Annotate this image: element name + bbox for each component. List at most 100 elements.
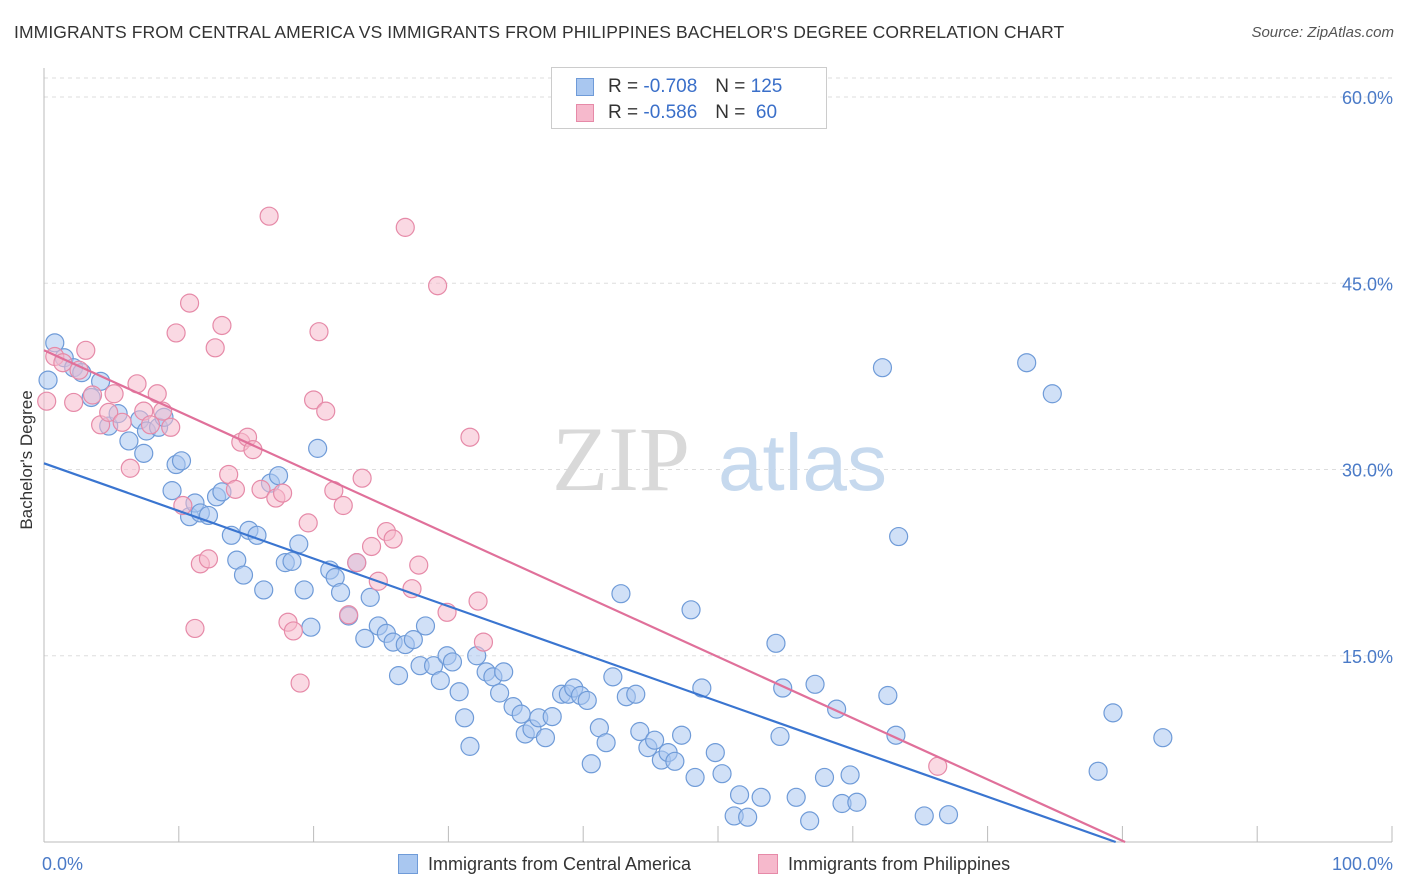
data-point: [82, 385, 103, 405]
data-point: [511, 704, 531, 724]
data-point: [442, 652, 463, 672]
data-point: [428, 276, 448, 296]
trend-line: [43, 462, 1117, 844]
legend-swatch-blue: [576, 78, 594, 96]
data-point: [403, 630, 423, 650]
data-point: [339, 605, 359, 625]
data-point: [577, 690, 597, 711]
data-point: [259, 206, 279, 226]
data-point: [294, 580, 314, 600]
legend-row-central-america: R = -0.708 N = 125: [576, 75, 782, 99]
data-point: [430, 670, 450, 691]
data-point: [268, 466, 289, 486]
data-point: [494, 662, 514, 682]
data-point: [283, 621, 303, 641]
data-point: [316, 401, 336, 421]
data-point: [304, 390, 324, 410]
data-point: [1153, 728, 1173, 748]
data-point: [119, 431, 139, 451]
y-tick-label: 60.0%: [1342, 88, 1393, 108]
data-point: [198, 549, 219, 569]
data-point: [611, 584, 631, 604]
data-point: [38, 370, 58, 390]
data-point: [1103, 703, 1123, 723]
data-point: [712, 764, 732, 784]
data-point: [685, 767, 705, 788]
data-point: [827, 699, 847, 719]
bottom-legend-label: Immigrants from Central America: [428, 853, 692, 874]
data-point: [786, 787, 806, 807]
data-point: [581, 754, 601, 774]
y-tick-label: 45.0%: [1342, 274, 1393, 294]
y-axis-label: Bachelor's Degree: [17, 390, 36, 529]
data-point: [37, 391, 57, 411]
data-point: [681, 600, 701, 620]
bottom-legend-philippines: Immigrants from Philippines: [758, 852, 1010, 876]
data-point: [460, 736, 480, 756]
legend-swatch-pink: [576, 104, 594, 122]
legend: R = -0.708 N = 125 R = -0.586 N = 60: [551, 67, 827, 129]
data-point: [402, 579, 422, 599]
data-point: [449, 682, 469, 702]
data-point: [212, 315, 232, 336]
data-point: [490, 683, 510, 703]
data-point: [290, 673, 310, 693]
y-tick-label: 15.0%: [1342, 647, 1393, 667]
data-point: [535, 728, 556, 748]
data-point: [729, 785, 750, 805]
data-point: [361, 536, 382, 557]
legend-n-value: 60: [750, 102, 778, 123]
legend-n-label: N =: [715, 76, 746, 97]
chart-title: IMMIGRANTS FROM CENTRAL AMERICA VS IMMIG…: [14, 22, 1065, 42]
x-tick-label: 0.0%: [42, 854, 83, 874]
data-point: [1088, 761, 1108, 781]
y-tick-labels: 15.0% 30.0% 45.0% 60.0%: [1342, 88, 1393, 667]
data-point: [705, 742, 725, 763]
data-point: [409, 555, 429, 575]
data-point: [330, 582, 351, 603]
data-point: [166, 323, 186, 343]
data-point: [388, 666, 409, 686]
legend-r-value: -0.708: [643, 76, 698, 97]
data-point: [672, 725, 692, 745]
data-point: [603, 667, 623, 687]
bottom-legend-central-america: Immigrants from Central America: [398, 852, 691, 876]
y-tick-label: 30.0%: [1342, 461, 1393, 481]
data-point: [1042, 384, 1062, 404]
axes: [43, 68, 1393, 843]
data-point: [1017, 353, 1037, 373]
data-point: [64, 392, 84, 413]
x-tick-label: 100.0%: [1332, 854, 1393, 874]
data-point: [112, 412, 132, 432]
data-point: [542, 706, 562, 727]
data-point: [161, 417, 181, 437]
data-point: [225, 479, 246, 499]
data-point: [309, 322, 329, 342]
legend-r-label: R =: [608, 76, 639, 97]
data-point: [889, 526, 909, 547]
data-point: [665, 751, 685, 771]
data-point: [454, 708, 475, 728]
legend-r-label: R =: [608, 102, 639, 123]
data-point: [140, 415, 161, 435]
bottom-legend-swatch-blue: [398, 854, 418, 874]
data-point: [645, 730, 665, 750]
data-point: [468, 591, 488, 611]
data-point: [692, 678, 712, 698]
data-point: [395, 217, 415, 237]
data-point: [938, 805, 959, 825]
data-point: [751, 787, 771, 807]
legend-n-label: N =: [715, 102, 746, 123]
data-point: [878, 685, 898, 706]
data-point: [626, 684, 646, 704]
data-point: [800, 811, 820, 831]
data-point: [171, 451, 192, 471]
data-point: [738, 807, 758, 827]
data-point: [120, 458, 140, 478]
data-point: [254, 580, 274, 600]
data-point: [814, 767, 835, 788]
data-point: [162, 481, 182, 501]
data-point: [766, 633, 786, 653]
data-point: [179, 293, 200, 313]
